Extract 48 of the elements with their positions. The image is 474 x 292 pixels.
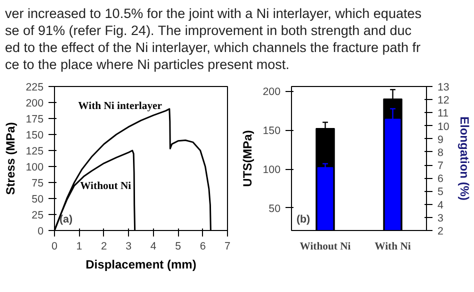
- y-tick-label: 100: [26, 162, 44, 174]
- x-axis-title: Displacement (mm): [86, 258, 196, 272]
- y-tick-label: 50: [32, 194, 44, 206]
- y-tick-label: 200: [26, 98, 44, 110]
- x-tick-label: With Ni: [374, 242, 411, 252]
- y2-tick-label: 12: [438, 94, 450, 107]
- y-tick-label: 0: [38, 226, 44, 238]
- y2-tick-label: 9: [438, 134, 444, 146]
- y-tick-label: 225: [26, 82, 44, 94]
- y2-tick-label: 6: [438, 173, 444, 186]
- x-tick-label: 2: [100, 240, 107, 252]
- y-tick-label: 200: [262, 86, 281, 98]
- y-tick-label: 25: [32, 210, 44, 222]
- y-tick-label: 150: [262, 125, 281, 138]
- x-tick-label: 5: [175, 240, 182, 252]
- y-tick-label: 75: [32, 178, 44, 190]
- y2-tick-label: 5: [438, 186, 444, 198]
- y2-tick-label: 3: [438, 212, 444, 224]
- y2-tick-label: 2: [438, 226, 444, 238]
- y2-tick-label: 11: [438, 108, 449, 120]
- x-tick-label: Without Ni: [300, 242, 351, 252]
- y2-axis-title: Elongation (%): [457, 116, 472, 201]
- y-axis-title: UTS(MPa): [240, 130, 255, 187]
- x-tick-label: 0: [52, 240, 58, 252]
- y-tick-label: 125: [26, 146, 44, 158]
- y2-tick-label: 8: [438, 146, 444, 159]
- y2-tick-label: 7: [438, 160, 444, 172]
- y-axis-title: Stress (MPa): [4, 122, 18, 195]
- y-tick-label: 175: [26, 114, 44, 126]
- y2-tick-label: 13: [438, 82, 450, 94]
- x-tick-label: 1: [76, 240, 82, 252]
- text: ce to the place where Ni particles present most.: [5, 57, 290, 72]
- y-tick-label: 150: [26, 130, 44, 142]
- y-tick-label: 50: [268, 202, 281, 215]
- y2-tick-label: 4: [438, 199, 444, 212]
- y-tick-label: 100: [262, 164, 281, 176]
- x-tick-label: 6: [200, 240, 206, 252]
- x-tick-label: 4: [150, 240, 156, 252]
- legend-label: With Ni interlayer: [78, 101, 162, 112]
- x-tick-label: 3: [126, 240, 132, 252]
- x-tick-label: 7: [224, 240, 231, 252]
- y2-tick-label: 10: [438, 120, 450, 133]
- text: ver increased to 10.5% for the joint with a Ni interlayer, which equates: [5, 6, 422, 21]
- annotation: (b): [296, 214, 311, 226]
- annotation: (a): [60, 214, 73, 226]
- text: se of 91% (refer Fig. 24). The improvement in both strength and duc: [5, 23, 412, 38]
- text: ed to the effect of the Ni interlayer, which channels the fracture path fr: [5, 40, 420, 55]
- legend-label: Without Ni: [80, 181, 132, 192]
